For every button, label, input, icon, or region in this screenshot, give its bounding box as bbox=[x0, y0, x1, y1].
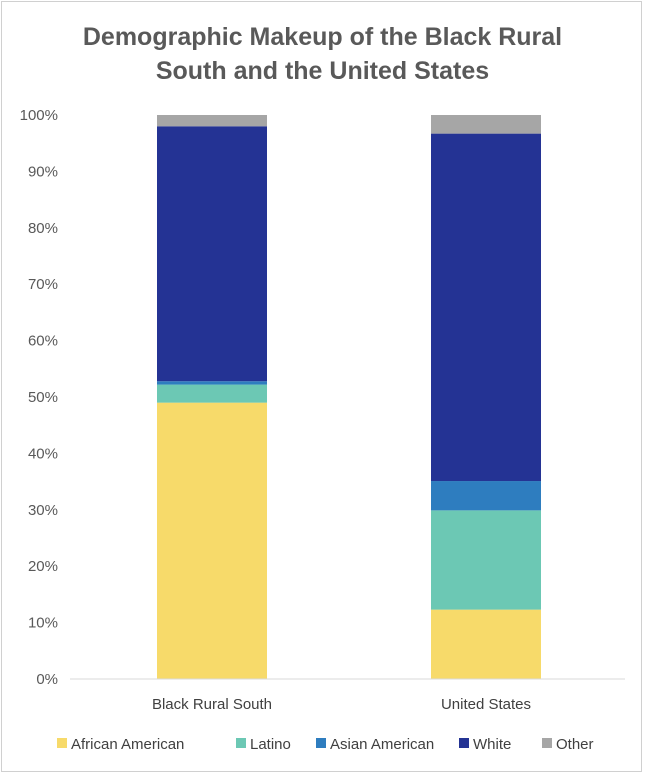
legend-swatch bbox=[236, 738, 246, 748]
x-category-label: United States bbox=[441, 696, 531, 713]
y-tick-label: 50% bbox=[28, 389, 58, 406]
bar-segment-white bbox=[431, 133, 541, 482]
bar-segment-latino bbox=[157, 384, 267, 403]
legend-item: Latino bbox=[236, 736, 291, 753]
legend-swatch bbox=[459, 738, 469, 748]
legend-item: Asian American bbox=[316, 736, 434, 753]
legend-label: Asian American bbox=[330, 736, 434, 753]
bar-segment-other bbox=[157, 115, 267, 127]
bar-segment-latino bbox=[431, 510, 541, 610]
bar-stack bbox=[431, 115, 541, 679]
legend-swatch bbox=[316, 738, 326, 748]
bar-stack bbox=[157, 115, 267, 679]
x-category-label: Black Rural South bbox=[152, 696, 272, 713]
legend-item: White bbox=[459, 736, 511, 753]
y-tick-label: 100% bbox=[20, 107, 58, 124]
bar-segment-asian-american bbox=[157, 381, 267, 385]
bar-segment-african-american bbox=[431, 609, 541, 679]
legend-swatch bbox=[542, 738, 552, 748]
y-tick-label: 80% bbox=[28, 220, 58, 237]
y-tick-label: 40% bbox=[28, 445, 58, 462]
bar-segment-african-american bbox=[157, 402, 267, 679]
y-tick-label: 60% bbox=[28, 333, 58, 350]
legend-item: African American bbox=[57, 736, 184, 753]
legend-label: African American bbox=[71, 736, 184, 753]
y-tick-label: 30% bbox=[28, 502, 58, 519]
y-axis: 0% 10% 20% 30% 40% 50% 60% 70% 80% 90% 100% bbox=[20, 107, 58, 688]
legend-label: White bbox=[473, 736, 511, 753]
legend-label: Other bbox=[556, 736, 594, 753]
legend-label: Latino bbox=[250, 736, 291, 753]
bar-segment-other bbox=[431, 115, 541, 134]
bar-segment-white bbox=[157, 126, 267, 382]
legend-item: Other bbox=[542, 736, 594, 753]
y-tick-label: 0% bbox=[36, 671, 58, 688]
y-tick-label: 20% bbox=[28, 558, 58, 575]
legend-swatch bbox=[57, 738, 67, 748]
y-tick-label: 90% bbox=[28, 163, 58, 180]
y-tick-label: 70% bbox=[28, 276, 58, 293]
x-axis-labels: Black Rural South United States bbox=[152, 696, 531, 713]
chart-title-line-1: Demographic Makeup of the Black Rural bbox=[82, 23, 563, 51]
bar-segment-asian-american bbox=[431, 481, 541, 511]
legend: African American Latino Asian American Whit… bbox=[57, 736, 594, 753]
bars bbox=[157, 115, 541, 679]
chart-title-line-2: South and the United States bbox=[155, 57, 490, 85]
chart-title: Demographic Makeup of the Black Rural So… bbox=[0, 20, 645, 88]
y-tick-label: 10% bbox=[28, 615, 58, 632]
